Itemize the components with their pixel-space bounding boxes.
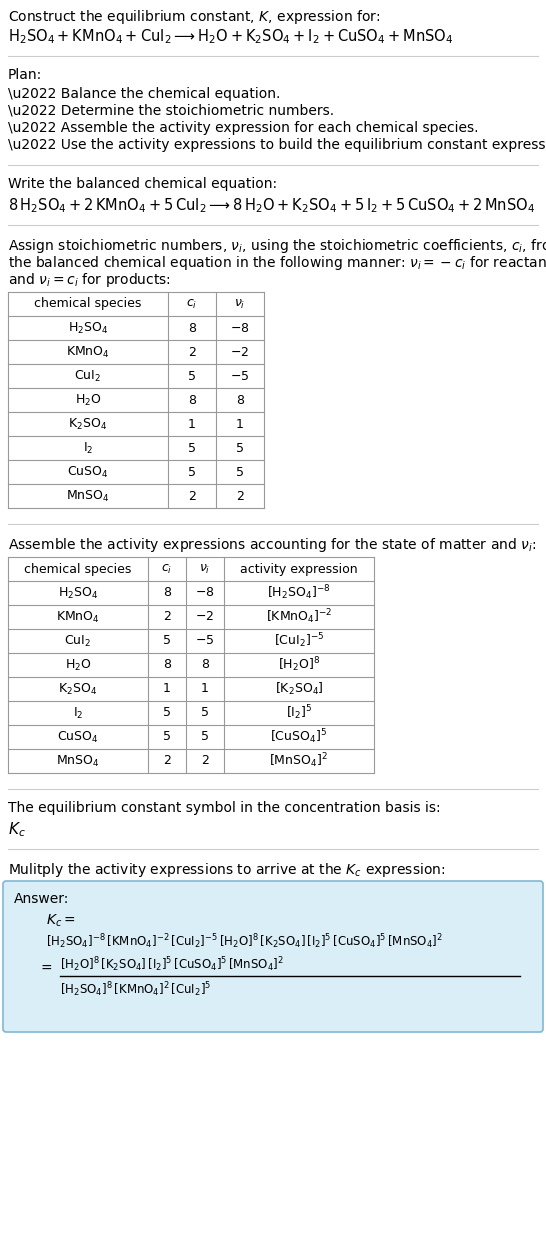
Text: Construct the equilibrium constant, $K$, expression for:: Construct the equilibrium constant, $K$,…: [8, 7, 381, 26]
Text: $-2$: $-2$: [230, 345, 250, 359]
Text: $\mathrm{MnSO_4}$: $\mathrm{MnSO_4}$: [56, 753, 100, 768]
Text: $\mathrm{8\,H_2SO_4 + 2\,KMnO_4 + 5\,CuI_2 \longrightarrow 8\,H_2O + K_2SO_4 + 5: $\mathrm{8\,H_2SO_4 + 2\,KMnO_4 + 5\,CuI…: [8, 196, 535, 215]
Text: $K_c$: $K_c$: [8, 820, 26, 839]
Text: \u2022 Assemble the activity expression for each chemical species.: \u2022 Assemble the activity expression …: [8, 122, 478, 135]
Text: \u2022 Balance the chemical equation.: \u2022 Balance the chemical equation.: [8, 87, 281, 101]
Text: $[\mathrm{KMnO_4}]^{-2}$: $[\mathrm{KMnO_4}]^{-2}$: [266, 608, 333, 627]
Text: $\mathrm{CuI_2}$: $\mathrm{CuI_2}$: [74, 369, 102, 383]
Text: 2: 2: [236, 489, 244, 503]
Text: $[\mathrm{H_2SO_4}]^{-8}\,[\mathrm{KMnO_4}]^{-2}\,[\mathrm{CuI_2}]^{-5}\,[\mathr: $[\mathrm{H_2SO_4}]^{-8}\,[\mathrm{KMnO_…: [46, 932, 443, 951]
Bar: [8, 292, 264, 508]
Text: activity expression: activity expression: [240, 562, 358, 576]
Bar: [8, 557, 374, 773]
Text: 1: 1: [163, 683, 171, 695]
Text: $-8$: $-8$: [230, 321, 250, 335]
Text: Assemble the activity expressions accounting for the state of matter and $\nu_i$: Assemble the activity expressions accoun…: [8, 536, 536, 553]
Text: 8: 8: [201, 659, 209, 671]
Text: $-2$: $-2$: [195, 611, 215, 623]
Text: $-5$: $-5$: [230, 370, 250, 382]
Text: 1: 1: [201, 683, 209, 695]
Text: $[\mathrm{CuSO_4}]^{5}$: $[\mathrm{CuSO_4}]^{5}$: [270, 727, 328, 746]
Text: 5: 5: [163, 706, 171, 720]
Text: 8: 8: [163, 659, 171, 671]
Text: $\mathrm{H_2O}$: $\mathrm{H_2O}$: [65, 658, 91, 673]
Text: $-8$: $-8$: [195, 587, 215, 599]
Text: $\mathrm{CuI_2}$: $\mathrm{CuI_2}$: [64, 633, 92, 649]
Text: $\mathrm{KMnO_4}$: $\mathrm{KMnO_4}$: [66, 345, 110, 360]
Text: 8: 8: [163, 587, 171, 599]
Text: 8: 8: [188, 393, 196, 407]
Text: 5: 5: [163, 731, 171, 743]
Text: 5: 5: [201, 706, 209, 720]
Text: $[\mathrm{H_2SO_4}]^{-8}$: $[\mathrm{H_2SO_4}]^{-8}$: [268, 583, 331, 602]
Text: 5: 5: [201, 731, 209, 743]
Text: 5: 5: [188, 442, 196, 454]
Text: $[\mathrm{H_2O}]^{8}$: $[\mathrm{H_2O}]^{8}$: [278, 655, 320, 674]
Text: 8: 8: [188, 321, 196, 335]
Text: 5: 5: [163, 634, 171, 648]
Text: $\mathrm{H_2SO_4}$: $\mathrm{H_2SO_4}$: [58, 586, 98, 601]
Text: chemical species: chemical species: [25, 562, 132, 576]
Text: $[\mathrm{H_2SO_4}]^{8}\,[\mathrm{KMnO_4}]^{2}\,[\mathrm{CuI_2}]^{5}$: $[\mathrm{H_2SO_4}]^{8}\,[\mathrm{KMnO_4…: [60, 980, 211, 999]
Text: $-5$: $-5$: [195, 634, 215, 648]
Text: \u2022 Use the activity expressions to build the equilibrium constant expression: \u2022 Use the activity expressions to b…: [8, 138, 546, 151]
Text: $\nu_i$: $\nu_i$: [234, 298, 246, 310]
Text: 1: 1: [236, 417, 244, 431]
Text: $\mathrm{KMnO_4}$: $\mathrm{KMnO_4}$: [56, 609, 100, 624]
Text: $[\mathrm{K_2SO_4}]$: $[\mathrm{K_2SO_4}]$: [275, 681, 323, 697]
Text: $[\mathrm{H_2O}]^{8}\,[\mathrm{K_2SO_4}]\,[\mathrm{I_2}]^{5}\,[\mathrm{CuSO_4}]^: $[\mathrm{H_2O}]^{8}\,[\mathrm{K_2SO_4}]…: [60, 956, 284, 974]
Text: $\mathrm{H_2SO_4}$: $\mathrm{H_2SO_4}$: [68, 320, 108, 335]
Text: Write the balanced chemical equation:: Write the balanced chemical equation:: [8, 177, 277, 191]
Text: $\mathrm{H_2SO_4 + KMnO_4 + CuI_2 \longrightarrow H_2O + K_2SO_4 + I_2 + CuSO_4 : $\mathrm{H_2SO_4 + KMnO_4 + CuI_2 \longr…: [8, 27, 453, 46]
Text: 2: 2: [163, 611, 171, 623]
FancyBboxPatch shape: [3, 881, 543, 1033]
Text: Mulitply the activity expressions to arrive at the $K_c$ expression:: Mulitply the activity expressions to arr…: [8, 861, 446, 879]
Text: $\mathrm{CuSO_4}$: $\mathrm{CuSO_4}$: [57, 730, 99, 745]
Text: $c_i$: $c_i$: [186, 298, 198, 310]
Text: $c_i$: $c_i$: [162, 562, 173, 576]
Text: Assign stoichiometric numbers, $\nu_i$, using the stoichiometric coefficients, $: Assign stoichiometric numbers, $\nu_i$, …: [8, 237, 546, 254]
Text: $K_c =$: $K_c =$: [46, 913, 76, 930]
Text: $\mathrm{K_2SO_4}$: $\mathrm{K_2SO_4}$: [68, 417, 108, 432]
Text: 5: 5: [236, 465, 244, 479]
Text: $\nu_i$: $\nu_i$: [199, 562, 211, 576]
Text: the balanced chemical equation in the following manner: $\nu_i = -c_i$ for react: the balanced chemical equation in the fo…: [8, 254, 546, 272]
Text: 8: 8: [236, 393, 244, 407]
Text: \u2022 Determine the stoichiometric numbers.: \u2022 Determine the stoichiometric numb…: [8, 104, 334, 118]
Text: chemical species: chemical species: [34, 298, 142, 310]
Text: 2: 2: [188, 345, 196, 359]
Text: $[\mathrm{MnSO_4}]^{2}$: $[\mathrm{MnSO_4}]^{2}$: [270, 752, 329, 771]
Text: and $\nu_i = c_i$ for products:: and $\nu_i = c_i$ for products:: [8, 271, 171, 289]
Text: $\mathrm{I_2}$: $\mathrm{I_2}$: [73, 705, 83, 721]
Text: 1: 1: [188, 417, 196, 431]
Text: Plan:: Plan:: [8, 68, 42, 82]
Text: $=$: $=$: [38, 961, 53, 974]
Text: $\mathrm{MnSO_4}$: $\mathrm{MnSO_4}$: [66, 489, 110, 504]
Text: The equilibrium constant symbol in the concentration basis is:: The equilibrium constant symbol in the c…: [8, 800, 441, 815]
Text: $\mathrm{I_2}$: $\mathrm{I_2}$: [83, 441, 93, 455]
Text: Answer:: Answer:: [14, 892, 69, 906]
Text: 2: 2: [201, 755, 209, 767]
Text: 5: 5: [188, 370, 196, 382]
Text: 2: 2: [163, 755, 171, 767]
Text: $\mathrm{CuSO_4}$: $\mathrm{CuSO_4}$: [67, 464, 109, 479]
Text: $[\mathrm{CuI_2}]^{-5}$: $[\mathrm{CuI_2}]^{-5}$: [274, 632, 324, 650]
Text: $\mathrm{K_2SO_4}$: $\mathrm{K_2SO_4}$: [58, 681, 98, 696]
Text: 5: 5: [188, 465, 196, 479]
Text: 5: 5: [236, 442, 244, 454]
Text: $\mathrm{H_2O}$: $\mathrm{H_2O}$: [75, 392, 101, 407]
Text: $[\mathrm{I_2}]^{5}$: $[\mathrm{I_2}]^{5}$: [286, 704, 312, 722]
Text: 2: 2: [188, 489, 196, 503]
